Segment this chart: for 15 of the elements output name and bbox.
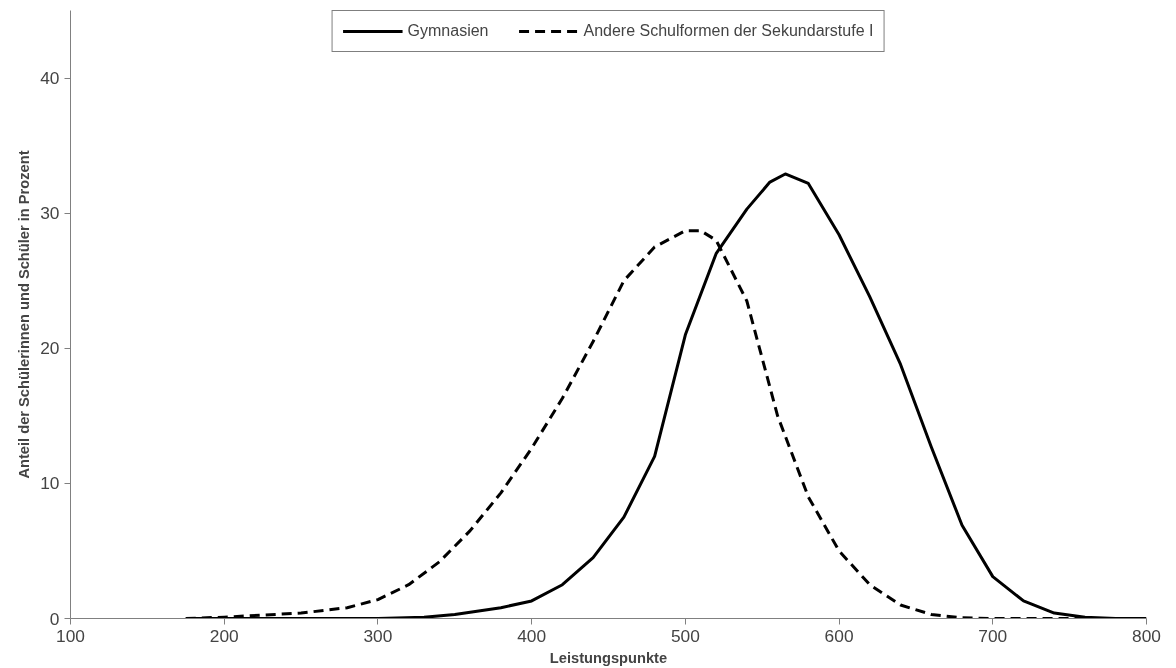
x-tick-label: 600 xyxy=(824,625,854,646)
x-axis-title: Leistungspunkte xyxy=(549,649,668,666)
x-tick-label: 300 xyxy=(363,625,393,646)
y-tick-label: 30 xyxy=(40,203,60,224)
x-tick-label: 500 xyxy=(670,625,700,646)
legend-label: Gymnasien xyxy=(407,22,489,40)
x-tick-label: 200 xyxy=(209,625,239,646)
x-tick-label: 400 xyxy=(517,625,547,646)
y-tick-label: 40 xyxy=(40,68,60,89)
x-tick-label: 800 xyxy=(1132,625,1161,646)
y-axis-title: Anteil der Schülerinnen und Schüler in Prozent xyxy=(16,150,33,479)
y-tick-label: 10 xyxy=(40,473,60,494)
y-tick-label: 20 xyxy=(40,338,60,359)
legend-label: Andere Schulformen der Sekundarstufe I xyxy=(583,22,874,40)
x-tick-label: 700 xyxy=(978,625,1008,646)
